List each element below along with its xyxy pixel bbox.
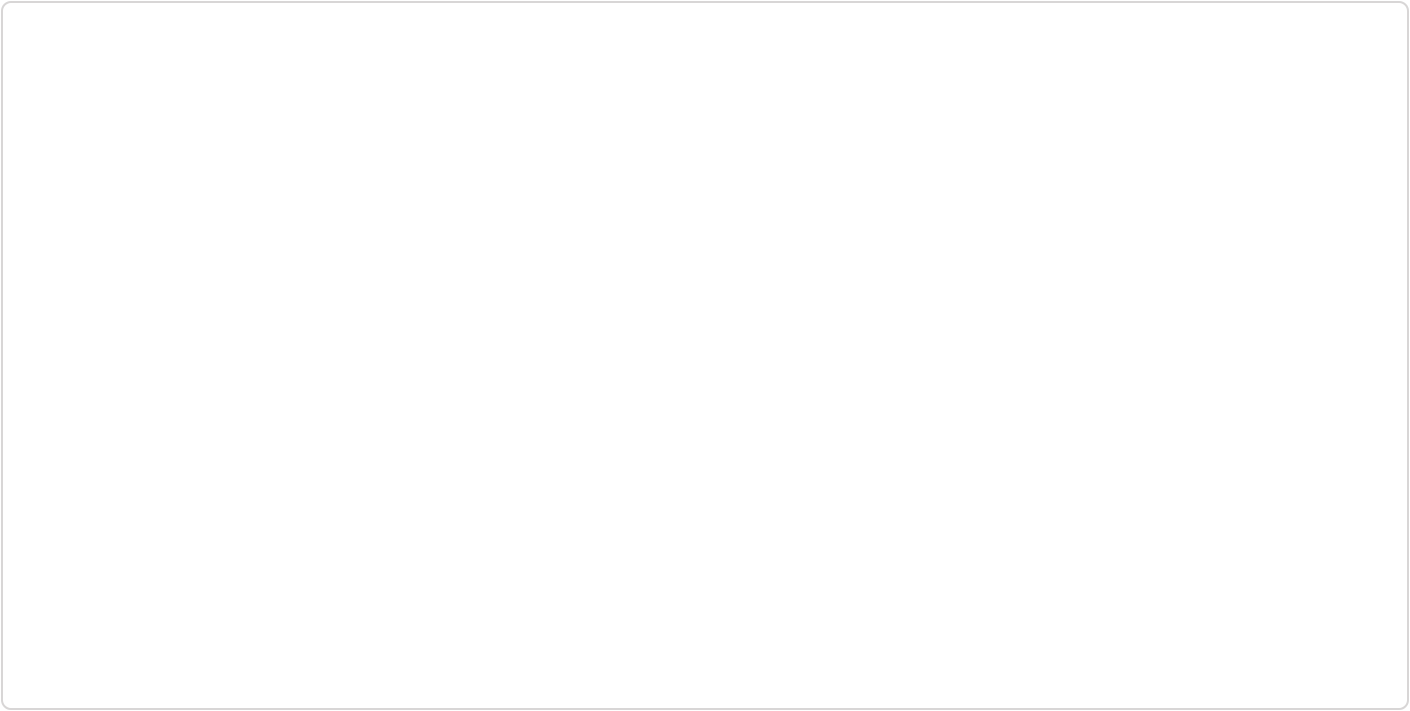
legend-item-tdr-pwec bbox=[589, 647, 648, 652]
true-pwec-line-swatch bbox=[759, 646, 813, 652]
gaussian-pwec-line-swatch bbox=[674, 647, 724, 652]
legend-item-true-pwec bbox=[759, 646, 822, 652]
legend-item-gaussian-pwec bbox=[674, 647, 733, 652]
legend bbox=[0, 646, 1410, 652]
tdr-pwec-line-swatch bbox=[589, 647, 639, 652]
